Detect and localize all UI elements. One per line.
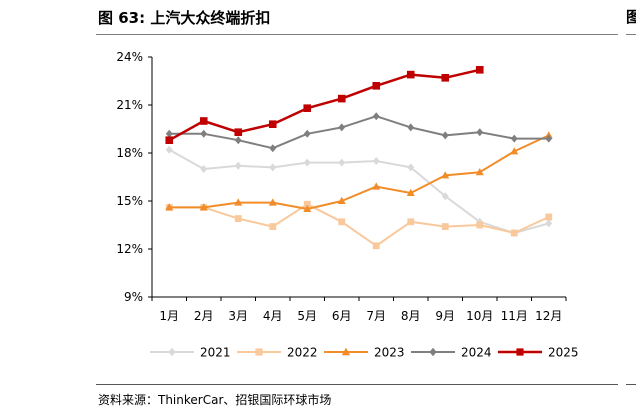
series-line-2021 <box>168 148 550 234</box>
y-tick-label: 21% <box>116 98 143 112</box>
series-point-2024 <box>407 123 415 132</box>
legend-label-2024: 2024 <box>461 346 492 360</box>
y-tick-label: 9% <box>124 290 143 304</box>
series-line-2022 <box>169 203 550 247</box>
figure-title: 图 63: 上汽大众终端折扣 <box>98 9 271 27</box>
series-point-2025 <box>268 120 277 128</box>
series-point-2021 <box>234 161 242 170</box>
legend: 2021 2022 2023 2024 2025 <box>150 346 579 360</box>
legend-label-2025: 2025 <box>548 346 579 360</box>
y-tick-label: 18% <box>116 146 143 160</box>
series-point-2024 <box>303 129 311 138</box>
series-point-2025 <box>337 94 346 103</box>
legend-swatch-marker-2021 <box>168 347 176 357</box>
series-point-2022 <box>338 218 346 226</box>
legend-swatch-marker-2023 <box>341 347 351 356</box>
series-point-2024 <box>372 112 380 121</box>
series-point-2023 <box>337 196 346 204</box>
series-point-2025 <box>406 70 415 79</box>
series-point-2022 <box>407 218 415 226</box>
x-tick-label: 2月 <box>194 309 214 323</box>
adjacent-title-rule <box>626 34 636 35</box>
series-point-2024 <box>165 129 173 138</box>
legend-label-2022: 2022 <box>287 346 318 360</box>
x-tick-label: 3月 <box>228 309 248 323</box>
series-point-2023 <box>510 147 519 155</box>
series-point-2024 <box>476 128 484 137</box>
series-line-2023 <box>169 134 550 210</box>
series-point-2022 <box>510 229 518 237</box>
series-point-2024 <box>441 131 449 140</box>
series-point-2023 <box>268 198 277 206</box>
y-tick-label: 12% <box>116 242 143 256</box>
series-point-2021 <box>338 158 346 167</box>
series-point-2021 <box>407 163 415 172</box>
series-point-2022 <box>476 221 484 229</box>
series-point-2025 <box>199 117 208 125</box>
x-tick-label: 6月 <box>332 309 352 323</box>
series-point-2024 <box>338 123 346 132</box>
series-point-2023 <box>199 203 208 211</box>
series-point-2021 <box>441 192 449 201</box>
series-point-2024 <box>234 136 242 145</box>
legend-label-2023: 2023 <box>374 346 405 360</box>
series-point-2023 <box>406 188 415 196</box>
legend-swatch-marker-2025 <box>516 348 524 356</box>
series-point-2025 <box>372 82 381 90</box>
adjacent-figure-glyph: 图 <box>626 8 636 26</box>
x-tick-label: 11月 <box>501 309 528 323</box>
adjacent-source-rule <box>626 384 636 385</box>
series-point-2025 <box>475 66 484 74</box>
series-point-2024 <box>545 134 553 143</box>
series-point-2023 <box>441 171 450 179</box>
series-point-2022 <box>234 215 242 222</box>
series-point-2025 <box>234 128 243 136</box>
x-tick-label: 5月 <box>297 309 317 323</box>
series-line-2024 <box>169 115 549 150</box>
x-tick-label: 9月 <box>435 309 455 323</box>
series-point-2024 <box>200 129 208 138</box>
series-point-2022 <box>441 223 449 230</box>
series-point-2021 <box>165 145 173 154</box>
x-tick-label: 8月 <box>401 309 421 323</box>
series-point-2023 <box>372 182 381 190</box>
series-point-2025 <box>303 104 312 112</box>
series-point-2021 <box>545 219 553 228</box>
series-point-2025 <box>165 136 174 144</box>
series-point-2024 <box>510 134 518 143</box>
series-point-2022 <box>269 223 277 230</box>
series-point-2023 <box>475 168 484 176</box>
series-point-2022 <box>545 213 553 221</box>
series-point-2023 <box>165 203 174 211</box>
series-point-2021 <box>303 158 311 167</box>
series-point-2023 <box>303 204 312 212</box>
x-tick-label: 7月 <box>366 309 386 323</box>
legend-swatch-marker-2024 <box>429 347 437 357</box>
x-tick-label: 12月 <box>535 309 562 323</box>
series-point-2021 <box>200 165 208 173</box>
x-tick-label: 1月 <box>159 309 179 323</box>
y-tick-label: 15% <box>116 194 143 208</box>
series-point-2023 <box>234 198 243 206</box>
series-point-2021 <box>372 157 380 165</box>
source-rule <box>96 384 618 385</box>
y-tick-label: 24% <box>116 50 143 64</box>
source-note: 资料来源：ThinkerCar、招银国际环球市场 <box>98 393 332 407</box>
series-point-2025 <box>441 74 450 82</box>
series-point-2022 <box>372 242 380 250</box>
series-point-2024 <box>269 144 277 153</box>
series-point-2022 <box>303 200 311 208</box>
x-tick-label: 10月 <box>466 309 493 323</box>
series-line-2025 <box>168 68 481 142</box>
legend-swatch-marker-2022 <box>255 348 263 356</box>
series-point-2021 <box>269 163 277 172</box>
plot-area: 9% 12% 15% 18% 21% 24% 1月 2月 3月 4月 5月 6月 7月 8月 9月 10月 11… <box>116 50 567 323</box>
title-rule <box>96 34 618 35</box>
legend-label-2021: 2021 <box>200 346 231 360</box>
x-tick-label: 4月 <box>263 309 283 323</box>
